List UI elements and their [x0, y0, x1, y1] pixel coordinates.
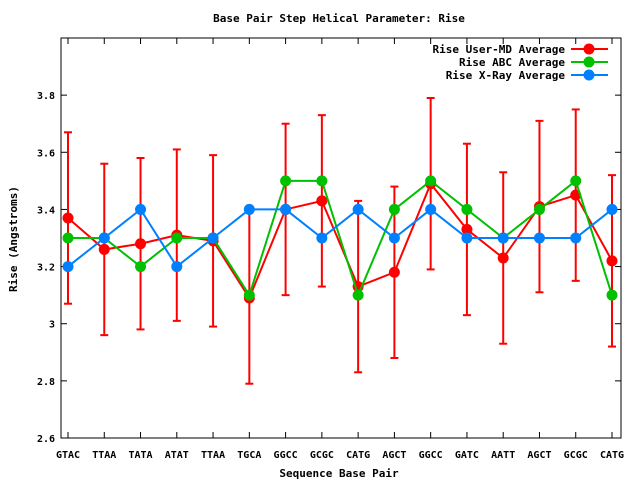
data-point: [533, 232, 545, 244]
data-point: [606, 255, 618, 267]
data-point: [280, 203, 292, 215]
data-point: [171, 232, 183, 244]
x-tick-label: GCGC: [310, 450, 334, 461]
x-tick-label: TATA: [128, 450, 152, 461]
data-point: [135, 203, 147, 215]
data-point: [280, 175, 292, 187]
data-point: [388, 203, 400, 215]
x-tick-label: GGCC: [274, 450, 298, 461]
data-point: [388, 266, 400, 278]
data-point: [497, 252, 509, 264]
y-tick-label: 3: [49, 320, 55, 331]
y-axis-ticks: 2.6 2.8 3 3.2 3.4 3.6 3.8: [37, 91, 621, 445]
data-point: [388, 232, 400, 244]
data-point: [352, 289, 364, 301]
data-point: [62, 232, 74, 244]
x-tick-label: GTAC: [56, 450, 80, 461]
x-tick-label: TGCA: [237, 450, 261, 461]
x-tick-label: TTAA: [92, 450, 116, 461]
x-tick-label: GATC: [455, 450, 479, 461]
x-tick-label: GGCC: [419, 450, 443, 461]
y-axis-label: Rise (Angstroms): [7, 186, 20, 292]
x-tick-label: TTAA: [201, 450, 225, 461]
series-line: [68, 179, 613, 299]
data-point: [316, 232, 328, 244]
data-point: [62, 212, 74, 224]
data-point: [425, 175, 437, 187]
data-point: [425, 203, 437, 215]
data-point: [98, 243, 110, 255]
x-tick-label: CATG: [346, 450, 370, 461]
legend-label: Rise User-MD Average: [433, 43, 566, 56]
legend-swatch-marker: [583, 43, 595, 55]
data-point: [497, 232, 509, 244]
data-point: [243, 203, 255, 215]
data-point: [316, 195, 328, 207]
x-tick-label: AATT: [491, 450, 515, 461]
data-point: [461, 203, 473, 215]
x-axis-ticks: GTAC TTAA TATA ATAT TTAA TGCA GGCC GCGC CATG AGCT…: [56, 38, 624, 461]
data-point: [243, 289, 255, 301]
data-point: [135, 261, 147, 273]
data-point: [570, 175, 582, 187]
data-point: [207, 232, 219, 244]
series-line: [67, 207, 613, 269]
x-axis-label: Sequence Base Pair: [279, 467, 399, 480]
plot-frame: [60, 37, 622, 439]
y-tick-label: 2.6: [37, 434, 55, 445]
legend-swatch-marker: [583, 69, 595, 81]
legend-label: Rise ABC Average: [459, 56, 565, 69]
data-point: [135, 238, 147, 250]
data-point: [62, 261, 74, 273]
data-point: [461, 232, 473, 244]
x-tick-label: CATG: [600, 450, 624, 461]
data-point: [461, 223, 473, 235]
y-tick-label: 3.8: [37, 91, 55, 102]
x-tick-label: ATAT: [165, 450, 189, 461]
data-point: [352, 203, 364, 215]
chart-title: Base Pair Step Helical Parameter: Rise: [213, 12, 465, 25]
y-tick-label: 3.6: [37, 148, 55, 159]
legend-swatch-marker: [583, 56, 595, 68]
x-tick-label: AGCT: [527, 450, 551, 461]
series-layer: [62, 97, 618, 385]
data-point: [570, 232, 582, 244]
legend-label: Rise X-Ray Average: [446, 69, 566, 82]
y-tick-label: 3.4: [37, 205, 55, 216]
y-tick-label: 3.2: [37, 263, 55, 274]
x-tick-label: AGCT: [382, 450, 406, 461]
data-point: [606, 289, 618, 301]
data-point: [606, 203, 618, 215]
data-point: [98, 232, 110, 244]
x-tick-label: GCGC: [564, 450, 588, 461]
data-point: [171, 261, 183, 273]
data-point: [316, 175, 328, 187]
data-point: [533, 203, 545, 215]
y-tick-label: 2.8: [37, 377, 55, 388]
series-3: [62, 203, 618, 273]
